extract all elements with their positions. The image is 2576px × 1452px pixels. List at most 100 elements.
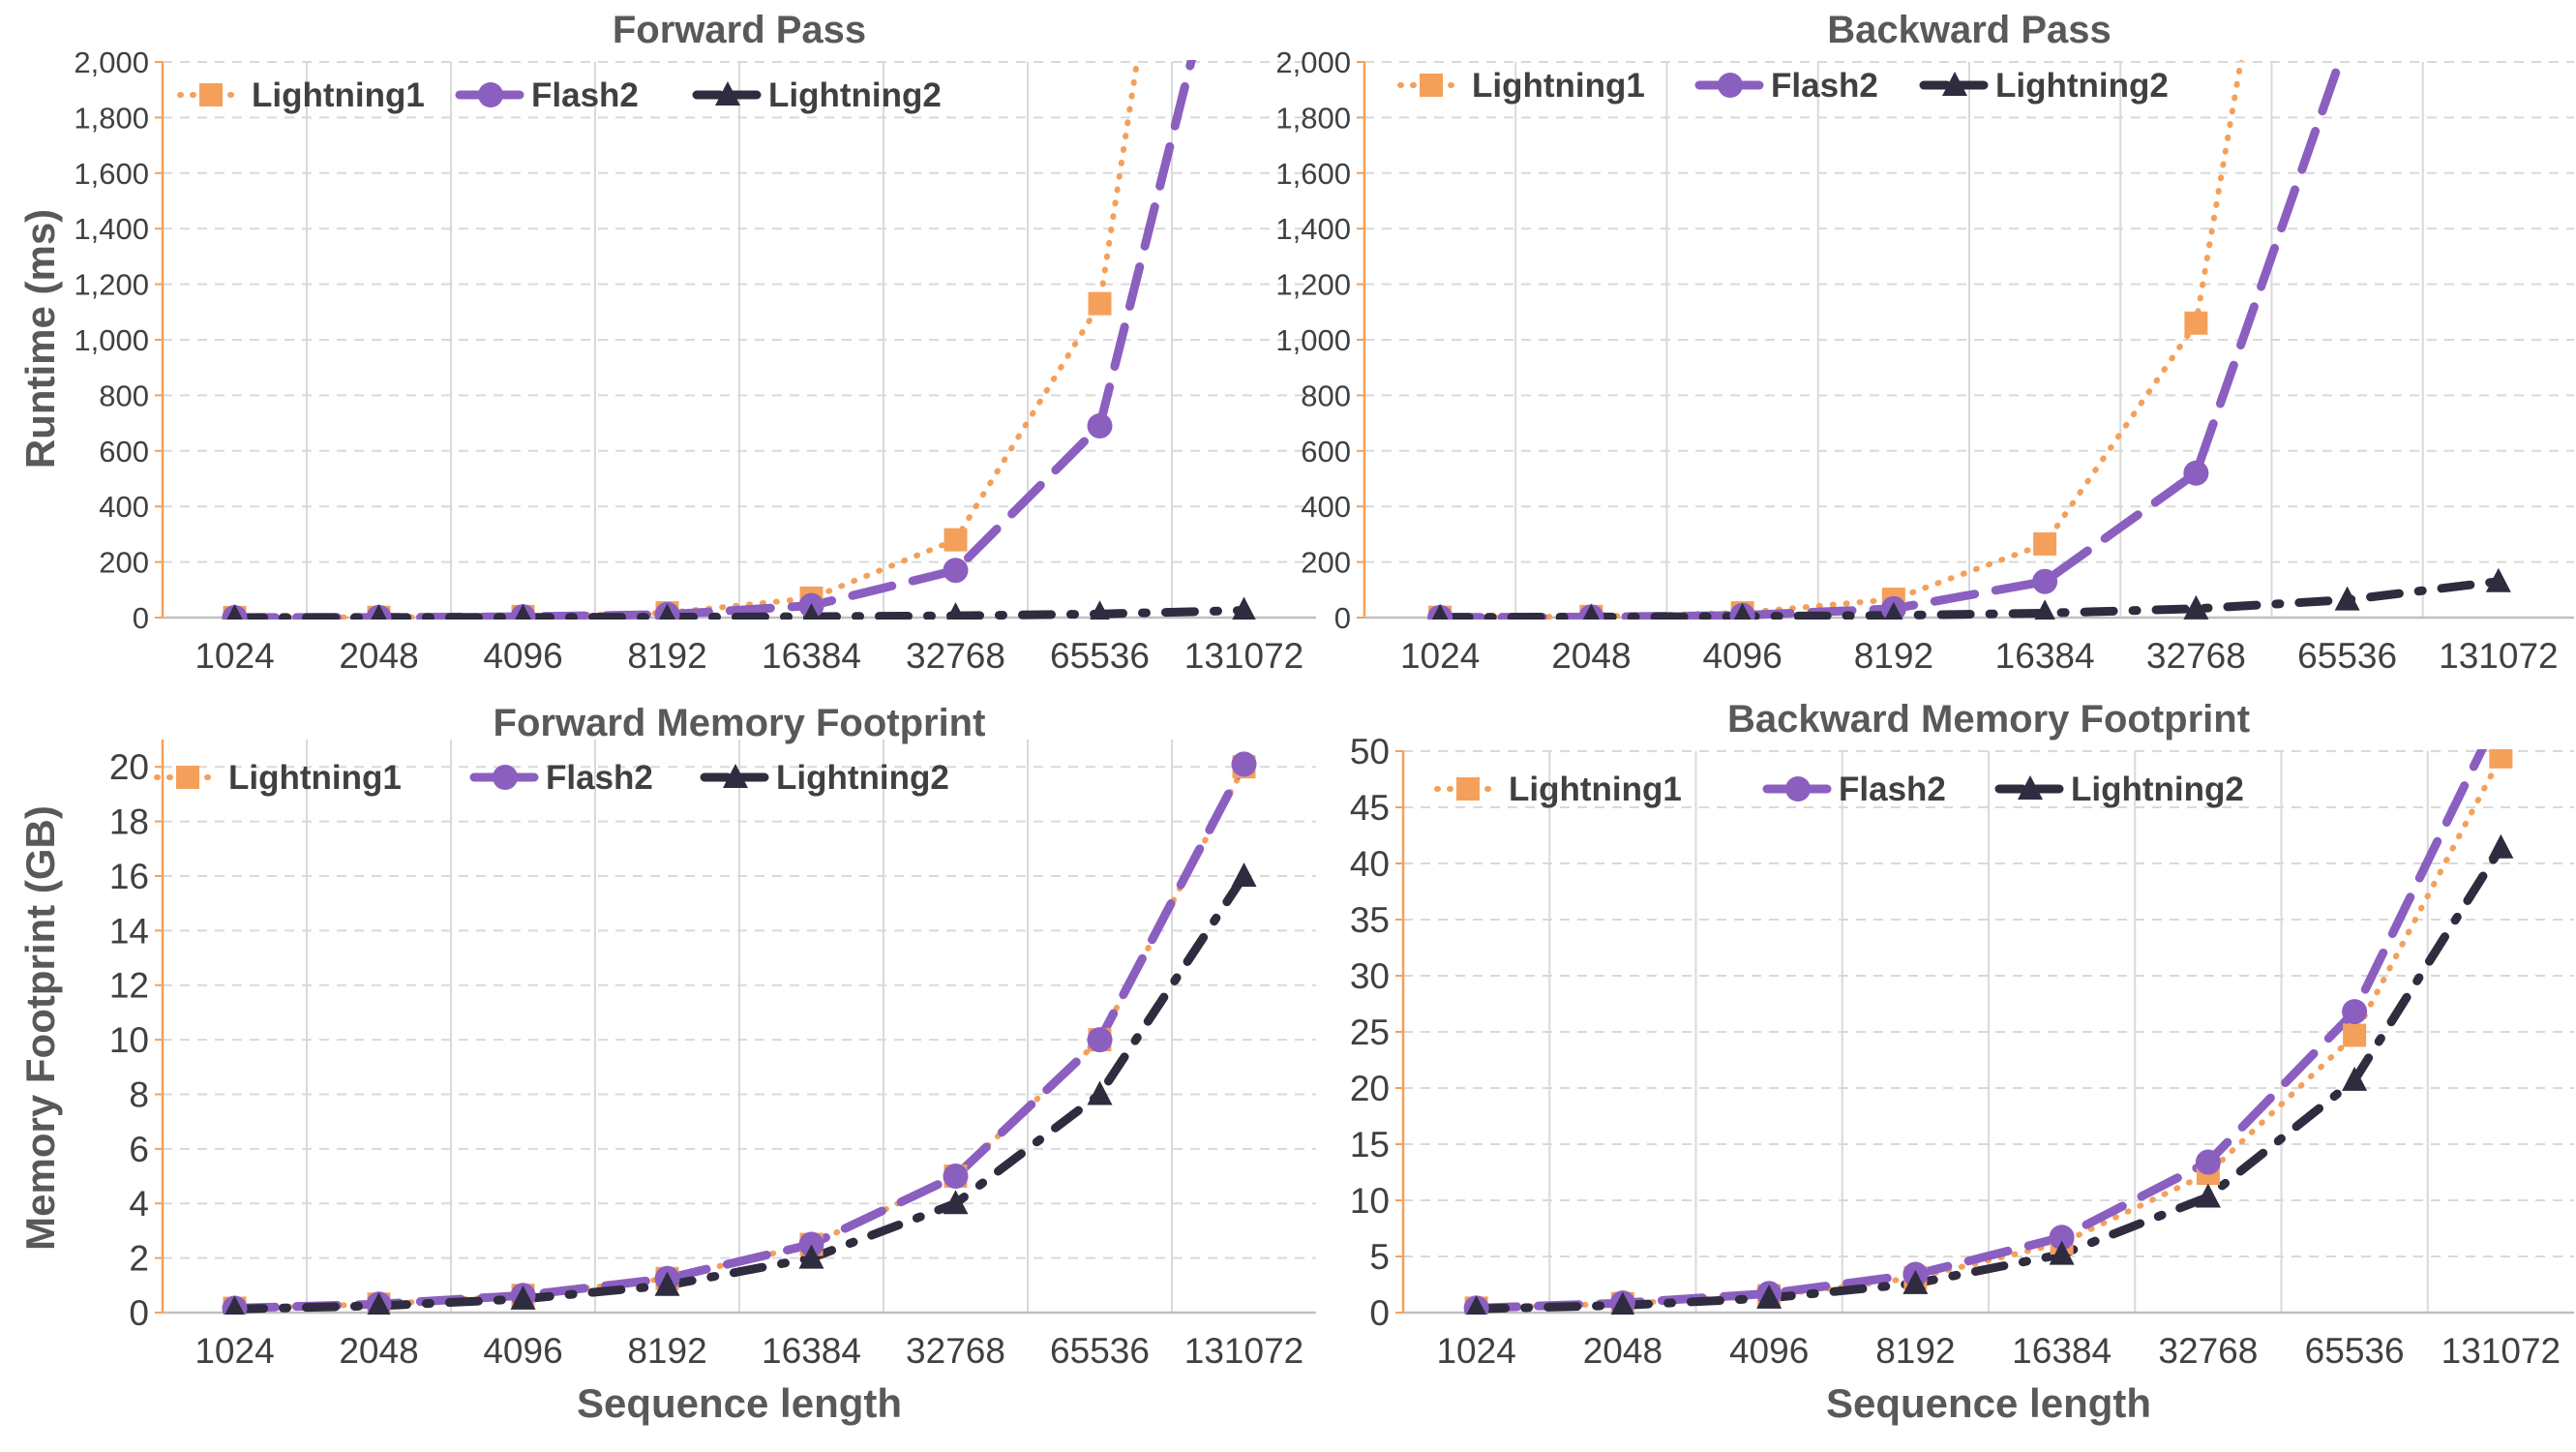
- x-tick-label: 1024: [195, 1331, 274, 1371]
- data-point-flash2: [2195, 1149, 2221, 1175]
- data-point-lightning2: [371, 603, 387, 620]
- legend-label-lightning2: Lightning2: [776, 759, 949, 797]
- data-point-lightning2: [946, 602, 965, 620]
- data-point-lightning2: [1756, 1284, 1782, 1309]
- x-tick-label: 131072: [2439, 636, 2558, 676]
- y-tick-label: 1,400: [1275, 212, 1351, 246]
- legend-marker-flash2: [478, 82, 503, 107]
- y-tick-label: 1,800: [74, 101, 149, 135]
- y-tick-label: 15: [1350, 1125, 1390, 1165]
- data-point-lightning1: [2343, 1023, 2367, 1047]
- x-tick-label: 8192: [1875, 1331, 1955, 1371]
- bwd_memory-panel: 0 5 10 15 20 25 30 35 40 45 50 1024 2048 4096 8192 1638…: [1350, 698, 2574, 1426]
- y-tick-label: 1,000: [74, 323, 149, 357]
- legend-label-lightning1: Lightning1: [1472, 67, 1645, 105]
- y-tick-label: 1,000: [1275, 323, 1351, 357]
- data-point-lightning2: [510, 1285, 536, 1310]
- x-tick-label: 8192: [1854, 636, 1933, 676]
- x-tick-label: 16384: [2012, 1331, 2112, 1371]
- series-line-lightning2: [230, 606, 1248, 620]
- y-tick-label: 10: [109, 1020, 149, 1060]
- data-point-flash2: [943, 558, 969, 584]
- data-point-flash2: [798, 1231, 824, 1257]
- y-tick-label: 800: [99, 378, 149, 412]
- data-point-lightning2: [1087, 1080, 1113, 1105]
- series-line-lightning2: [1472, 843, 2505, 1314]
- data-point-lightning2: [2488, 833, 2514, 859]
- data-point-lightning2: [2342, 1066, 2368, 1091]
- legend-marker-lightning2: [2018, 775, 2043, 800]
- x-tick-label: 4096: [483, 1331, 562, 1371]
- x-tick-label: 8192: [627, 1331, 706, 1371]
- data-point-lightning2: [2334, 586, 2360, 611]
- legend-marker-lightning1: [1456, 777, 1480, 801]
- series-line-flash2: [1472, 749, 2488, 1313]
- data-point-lightning2: [654, 1271, 680, 1296]
- y-tick-label: 2,000: [1275, 45, 1351, 79]
- y-tick-label: 1,800: [1275, 101, 1351, 135]
- fwd_runtime-panel: 0 200 400 600 800 1,000 1,200 1,400 1,600 1,800 2,…: [74, 9, 1316, 676]
- y-tick-label: 8: [129, 1074, 149, 1114]
- data-point-lightning2: [1090, 600, 1110, 620]
- data-point-lightning2: [1610, 1291, 1635, 1315]
- x-tick-label: 2048: [1551, 636, 1631, 676]
- chart-title: Forward Memory Footprint: [494, 702, 986, 744]
- x-tick-label: 131072: [1184, 1331, 1303, 1371]
- y-tick-label: 12: [109, 966, 149, 1006]
- x-tick-label: 16384: [762, 1331, 861, 1371]
- legend-label-flash2: Flash2: [1771, 67, 1878, 105]
- plot-area: [222, 751, 1257, 1315]
- data-point-lightning1: [2489, 749, 2513, 769]
- y-tick-label: 16: [109, 857, 149, 896]
- y-tick-label: 0: [129, 1293, 149, 1333]
- x-tick-label: 131072: [1184, 636, 1303, 676]
- plot-area: [1463, 749, 2514, 1315]
- legend-label-flash2: Flash2: [531, 76, 639, 114]
- x-tick-label: 65536: [2305, 1331, 2405, 1371]
- y-tick-label: 1,600: [1275, 157, 1351, 191]
- y-tick-label: 30: [1350, 956, 1390, 996]
- y-tick-label: 1,600: [74, 157, 149, 191]
- x-tick-label: 1024: [195, 636, 274, 676]
- data-point-lightning2: [1466, 1295, 1486, 1315]
- legend-label-lightning1: Lightning1: [1509, 771, 1682, 808]
- legend-marker-lightning2: [715, 81, 740, 106]
- data-point-lightning2: [2049, 1240, 2075, 1265]
- data-point-flash2: [2032, 568, 2058, 594]
- data-point-lightning2: [943, 1190, 969, 1215]
- series-line-lightning1: [231, 60, 1141, 620]
- legend-label-lightning2: Lightning2: [2071, 771, 2244, 808]
- chart-title: Forward Pass: [613, 9, 866, 51]
- y-tick-label: 0: [1334, 601, 1351, 635]
- x-tick-label: 4096: [1729, 1331, 1809, 1371]
- x-tick-label: 4096: [1702, 636, 1782, 676]
- legend-marker-flash2: [1785, 776, 1811, 802]
- x-tick-label: 1024: [1436, 1331, 1515, 1371]
- legend-marker-lightning1: [199, 83, 223, 106]
- data-point-lightning2: [226, 603, 243, 620]
- legend-marker-lightning1: [176, 766, 199, 789]
- data-point-lightning2: [1902, 1269, 1929, 1294]
- x-tick-label: 131072: [2441, 1331, 2561, 1371]
- data-point-lightning2: [658, 603, 676, 620]
- data-point-lightning2: [2183, 594, 2209, 620]
- data-point-lightning2: [225, 1295, 245, 1315]
- data-point-lightning2: [802, 603, 821, 620]
- data-point-lightning1: [2033, 531, 2057, 556]
- x-tick-label: 4096: [483, 636, 562, 676]
- x-tick-label: 1024: [1400, 636, 1480, 676]
- y-tick-label: 1,200: [74, 268, 149, 302]
- y-tick-label: 1,400: [74, 212, 149, 246]
- data-point-flash2: [2049, 1225, 2075, 1251]
- y-tick-label: 45: [1350, 788, 1390, 828]
- y-axis-label-memory: Memory Footprint (GB): [17, 805, 63, 1251]
- x-tick-label: 8192: [627, 636, 706, 676]
- legend: Lightning1 Flash2 Lightning2: [177, 76, 942, 114]
- data-point-lightning2: [1582, 603, 1600, 620]
- y-tick-label: 800: [1301, 378, 1351, 412]
- data-point-flash2: [2342, 999, 2368, 1025]
- data-point-lightning2: [1231, 862, 1257, 887]
- y-tick-label: 35: [1350, 900, 1390, 940]
